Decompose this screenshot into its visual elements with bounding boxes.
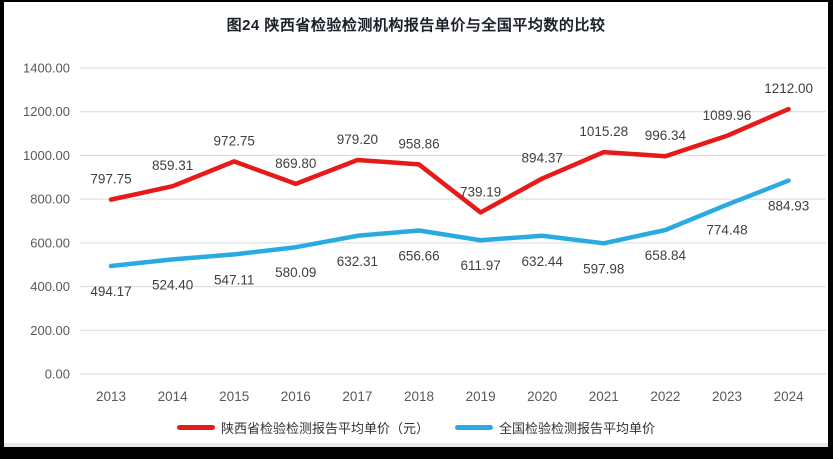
data-label: 972.75 bbox=[214, 133, 255, 148]
legend: 陕西省检验检测报告平均单价（元） 全国检验检测报告平均单价 bbox=[4, 418, 828, 437]
data-label: 580.09 bbox=[275, 265, 316, 280]
data-label: 632.44 bbox=[522, 254, 564, 269]
data-label: 739.19 bbox=[460, 184, 501, 199]
series-line bbox=[108, 106, 791, 215]
y-axis-tick-label: 1000.00 bbox=[23, 148, 70, 163]
x-axis-label: 2019 bbox=[466, 389, 496, 404]
data-label: 494.17 bbox=[90, 284, 131, 299]
x-axis-label: 2014 bbox=[158, 389, 189, 404]
x-axis-label: 2023 bbox=[712, 389, 742, 404]
data-label: 547.11 bbox=[214, 272, 254, 287]
x-axis-label: 2022 bbox=[650, 389, 680, 404]
legend-swatch-red-line bbox=[176, 425, 215, 430]
x-axis-label: 2020 bbox=[527, 389, 557, 404]
legend-item-shaanxi: 陕西省检验检测报告平均单价（元） bbox=[176, 418, 429, 437]
legend-swatch-blue-line bbox=[455, 425, 493, 430]
legend-item-national: 全国检验检测报告平均单价 bbox=[455, 418, 655, 437]
data-label: 656.66 bbox=[398, 248, 439, 263]
data-label: 658.84 bbox=[645, 248, 687, 263]
x-axis-label: 2013 bbox=[96, 389, 126, 404]
data-label: 996.34 bbox=[645, 128, 687, 143]
y-axis-tick-label: 200.00 bbox=[30, 323, 70, 338]
x-axis-label: 2021 bbox=[589, 389, 619, 404]
data-label: 611.97 bbox=[460, 258, 500, 273]
data-label: 1089.96 bbox=[703, 108, 752, 123]
y-axis-tick-label: 1400.00 bbox=[23, 61, 70, 76]
y-axis-tick-label: 1200.00 bbox=[23, 104, 70, 119]
x-axis-label: 2024 bbox=[774, 389, 805, 404]
data-label: 797.75 bbox=[90, 172, 131, 187]
data-label: 979.20 bbox=[337, 132, 378, 147]
y-axis-tick-label: 0.00 bbox=[45, 367, 70, 382]
data-label: 597.98 bbox=[583, 261, 624, 276]
data-label: 1015.28 bbox=[579, 124, 628, 139]
data-label: 1212.00 bbox=[764, 81, 813, 96]
data-label: 774.48 bbox=[706, 223, 747, 238]
y-axis-tick-label: 400.00 bbox=[30, 279, 70, 294]
x-axis-label: 2016 bbox=[281, 389, 311, 404]
x-axis-label: 2018 bbox=[404, 389, 434, 404]
x-axis-label: 2015 bbox=[219, 389, 249, 404]
data-label: 958.86 bbox=[398, 136, 439, 151]
data-label: 632.31 bbox=[337, 254, 378, 269]
x-axis-label: 2017 bbox=[342, 389, 372, 404]
legend-label-shaanxi: 陕西省检验检测报告平均单价（元） bbox=[220, 421, 429, 436]
bottom-border-strip bbox=[4, 443, 828, 447]
y-axis-tick-label: 600.00 bbox=[30, 235, 70, 250]
data-label: 884.93 bbox=[768, 199, 809, 214]
chart-title: 图24 陕西省检验检测机构报告单价与全国平均数的比较 bbox=[226, 17, 606, 34]
data-label: 859.31 bbox=[152, 158, 193, 173]
y-axis-tick-label: 800.00 bbox=[30, 192, 70, 207]
data-label: 524.40 bbox=[152, 277, 193, 292]
data-label: 894.37 bbox=[522, 151, 563, 166]
data-label: 869.80 bbox=[275, 156, 316, 171]
series-line bbox=[108, 178, 791, 269]
legend-label-national: 全国检验检测报告平均单价 bbox=[499, 421, 656, 436]
chart-plot-area: 1400.00 1200.00 1000.00 800.00 600.00 400.00 2… bbox=[23, 61, 826, 404]
